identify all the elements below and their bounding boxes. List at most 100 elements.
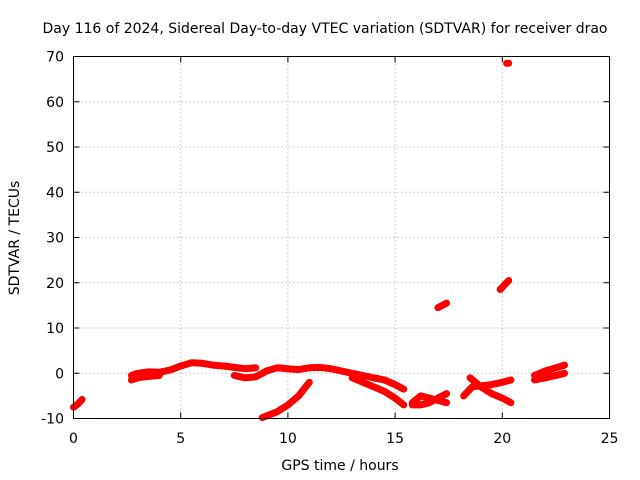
data-point (423, 400, 430, 407)
data-point (443, 390, 450, 397)
x-axis-label: GPS time / hours (281, 458, 398, 474)
data-point (400, 401, 407, 408)
data-point (552, 372, 559, 379)
series-track-09 (434, 299, 451, 312)
y-tick-label: 10 (46, 321, 64, 337)
data-points (70, 59, 568, 422)
data-point (373, 384, 380, 391)
data-point (491, 391, 498, 398)
data-point (384, 378, 391, 385)
data-point (544, 367, 551, 374)
data-point (423, 394, 430, 401)
data-point (166, 367, 173, 374)
data-point (536, 370, 543, 377)
data-point (265, 412, 272, 419)
data-point (306, 379, 313, 386)
data-point (443, 399, 450, 406)
chart-title: Day 116 of 2024, Sidereal Day-to-day VTE… (42, 21, 607, 37)
data-point (400, 386, 407, 393)
x-tick-label: 0 (69, 431, 78, 447)
data-point (266, 367, 273, 374)
data-point (550, 365, 557, 372)
x-tick-label: 5 (176, 431, 185, 447)
data-point (552, 364, 559, 371)
data-point (507, 377, 514, 384)
data-point (505, 377, 512, 384)
data-point (542, 367, 549, 374)
data-point (378, 387, 385, 394)
data-point (555, 371, 562, 378)
x-axis: 0 5 10 15 20 25 (69, 56, 619, 447)
data-point (271, 365, 278, 372)
data-point (558, 363, 565, 370)
data-point (156, 372, 163, 379)
data-point (505, 277, 512, 284)
data-point (169, 366, 176, 373)
y-tick-label: 0 (55, 366, 64, 382)
data-point (420, 401, 427, 408)
series-band (434, 299, 451, 312)
data-point (488, 390, 495, 397)
y-axis: -10 0 10 20 30 40 50 60 70 (41, 50, 610, 428)
data-point (367, 382, 374, 389)
grid-lines (73, 56, 610, 419)
data-point (417, 401, 424, 408)
x-tick-label: 20 (493, 431, 511, 447)
data-point (440, 398, 447, 405)
data-point (349, 374, 356, 381)
data-point (78, 397, 85, 404)
data-point (386, 379, 393, 386)
data-point (177, 363, 184, 370)
x-tick-label: 25 (601, 431, 619, 447)
data-point (79, 396, 86, 403)
data-point (183, 361, 190, 368)
x-tick-label: 10 (279, 431, 297, 447)
data-point (539, 369, 546, 376)
data-point (175, 364, 182, 371)
y-tick-label: 70 (46, 50, 64, 66)
data-point (561, 370, 568, 377)
data-point (357, 378, 364, 385)
data-point (443, 300, 450, 307)
data-point (259, 414, 266, 421)
y-tick-label: 30 (46, 231, 64, 247)
data-point (354, 377, 361, 384)
y-tick-label: 40 (46, 185, 64, 201)
data-point (128, 377, 135, 384)
data-point (376, 386, 383, 393)
data-point (263, 367, 270, 374)
data-point (417, 392, 424, 399)
y-tick-label: 60 (46, 95, 64, 111)
y-tick-label: -10 (41, 412, 64, 428)
data-point (131, 375, 138, 382)
data-point (252, 364, 259, 371)
data-point (558, 371, 565, 378)
data-point (268, 366, 275, 373)
data-point (507, 399, 514, 406)
data-point (351, 375, 358, 382)
data-point (505, 60, 512, 67)
data-point (547, 366, 554, 373)
data-point (555, 363, 562, 370)
data-point (271, 409, 278, 416)
data-point (185, 360, 192, 367)
data-point (502, 378, 509, 385)
data-point (172, 365, 179, 372)
data-point (370, 383, 377, 390)
data-point (381, 377, 388, 384)
y-axis-label: SDTVAR / TECUs (7, 181, 23, 296)
data-point (362, 380, 369, 387)
x-tick-label: 15 (386, 431, 404, 447)
data-point (180, 362, 187, 369)
data-point (499, 379, 506, 386)
data-point (493, 392, 500, 399)
data-point (365, 381, 372, 388)
series-track-06 (258, 378, 313, 422)
data-point (496, 394, 503, 401)
y-tick-label: 20 (46, 276, 64, 292)
data-point (359, 379, 366, 386)
data-point (420, 393, 427, 400)
y-tick-label: 50 (46, 140, 64, 156)
data-point (561, 362, 568, 369)
